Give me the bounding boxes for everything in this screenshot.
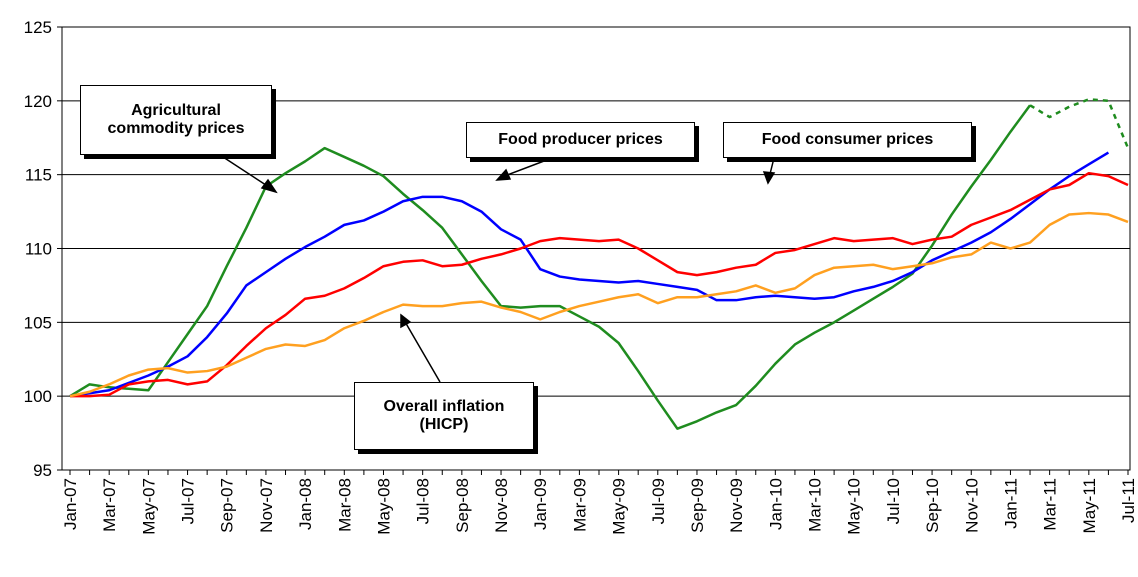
x-tick-label: Jul-09 (649, 478, 668, 524)
y-tick-label: 100 (24, 387, 52, 406)
x-tick-label: Jul-08 (414, 478, 433, 524)
annotation: Food consumer prices (723, 122, 972, 158)
arrowhead (495, 168, 512, 181)
x-tick-label: Jul-10 (884, 478, 903, 524)
x-tick-label: May-11 (1080, 478, 1099, 533)
series-line (69, 211, 1129, 398)
series-line (69, 104, 1032, 430)
x-tick-label: Jan-11 (1001, 478, 1020, 529)
x-tick-label: Jul-11 (1119, 478, 1138, 523)
arrowhead (400, 313, 412, 329)
series-line (69, 151, 1110, 398)
x-tick-label: May-08 (374, 478, 393, 535)
x-tick-label: Sep-09 (688, 478, 707, 533)
x-tick-label: Sep-07 (218, 478, 237, 533)
y-tick-label: 115 (25, 166, 52, 185)
x-tick-label: May-07 (139, 478, 158, 535)
x-tick-label: May-09 (610, 478, 629, 535)
x-tick-label: Nov-09 (727, 478, 746, 533)
x-tick-label: Jan-07 (61, 478, 80, 530)
x-tick-label: Sep-08 (453, 478, 472, 533)
x-tick-label: Nov-07 (257, 478, 276, 533)
arrow (501, 157, 553, 178)
annotation: Overall inflation (HICP) (354, 382, 534, 450)
annotation: Agricultural commodity prices (80, 85, 272, 155)
arrow (219, 154, 273, 190)
y-tick-label: 95 (33, 461, 52, 480)
x-tick-label: Mar-11 (1041, 478, 1060, 531)
x-tick-label: May-10 (845, 478, 864, 535)
series-line-projection (1029, 98, 1130, 149)
y-tick-label: 110 (25, 240, 52, 259)
x-tick-label: Jan-10 (766, 478, 785, 530)
arrow (403, 319, 441, 383)
annotation: Food producer prices (466, 122, 695, 158)
y-tick-label: 105 (24, 313, 52, 332)
x-tick-label: Jan-08 (296, 478, 315, 530)
series-line (70, 171, 1129, 398)
arrowhead (762, 171, 776, 185)
y-tick-label: 120 (24, 92, 52, 111)
x-tick-label: Mar-08 (335, 478, 354, 532)
x-tick-label: Mar-10 (806, 478, 825, 532)
y-tick-label: 125 (24, 18, 52, 37)
x-tick-label: Nov-10 (962, 478, 981, 533)
x-tick-label: Jan-09 (531, 478, 550, 530)
x-tick-label: Mar-07 (100, 478, 119, 532)
arrowhead (260, 178, 278, 194)
x-tick-label: Sep-10 (923, 478, 942, 533)
x-tick-label: Nov-08 (492, 478, 511, 533)
x-tick-label: Mar-09 (570, 478, 589, 532)
arrows (219, 154, 776, 383)
x-tick-label: Jul-07 (179, 478, 198, 524)
